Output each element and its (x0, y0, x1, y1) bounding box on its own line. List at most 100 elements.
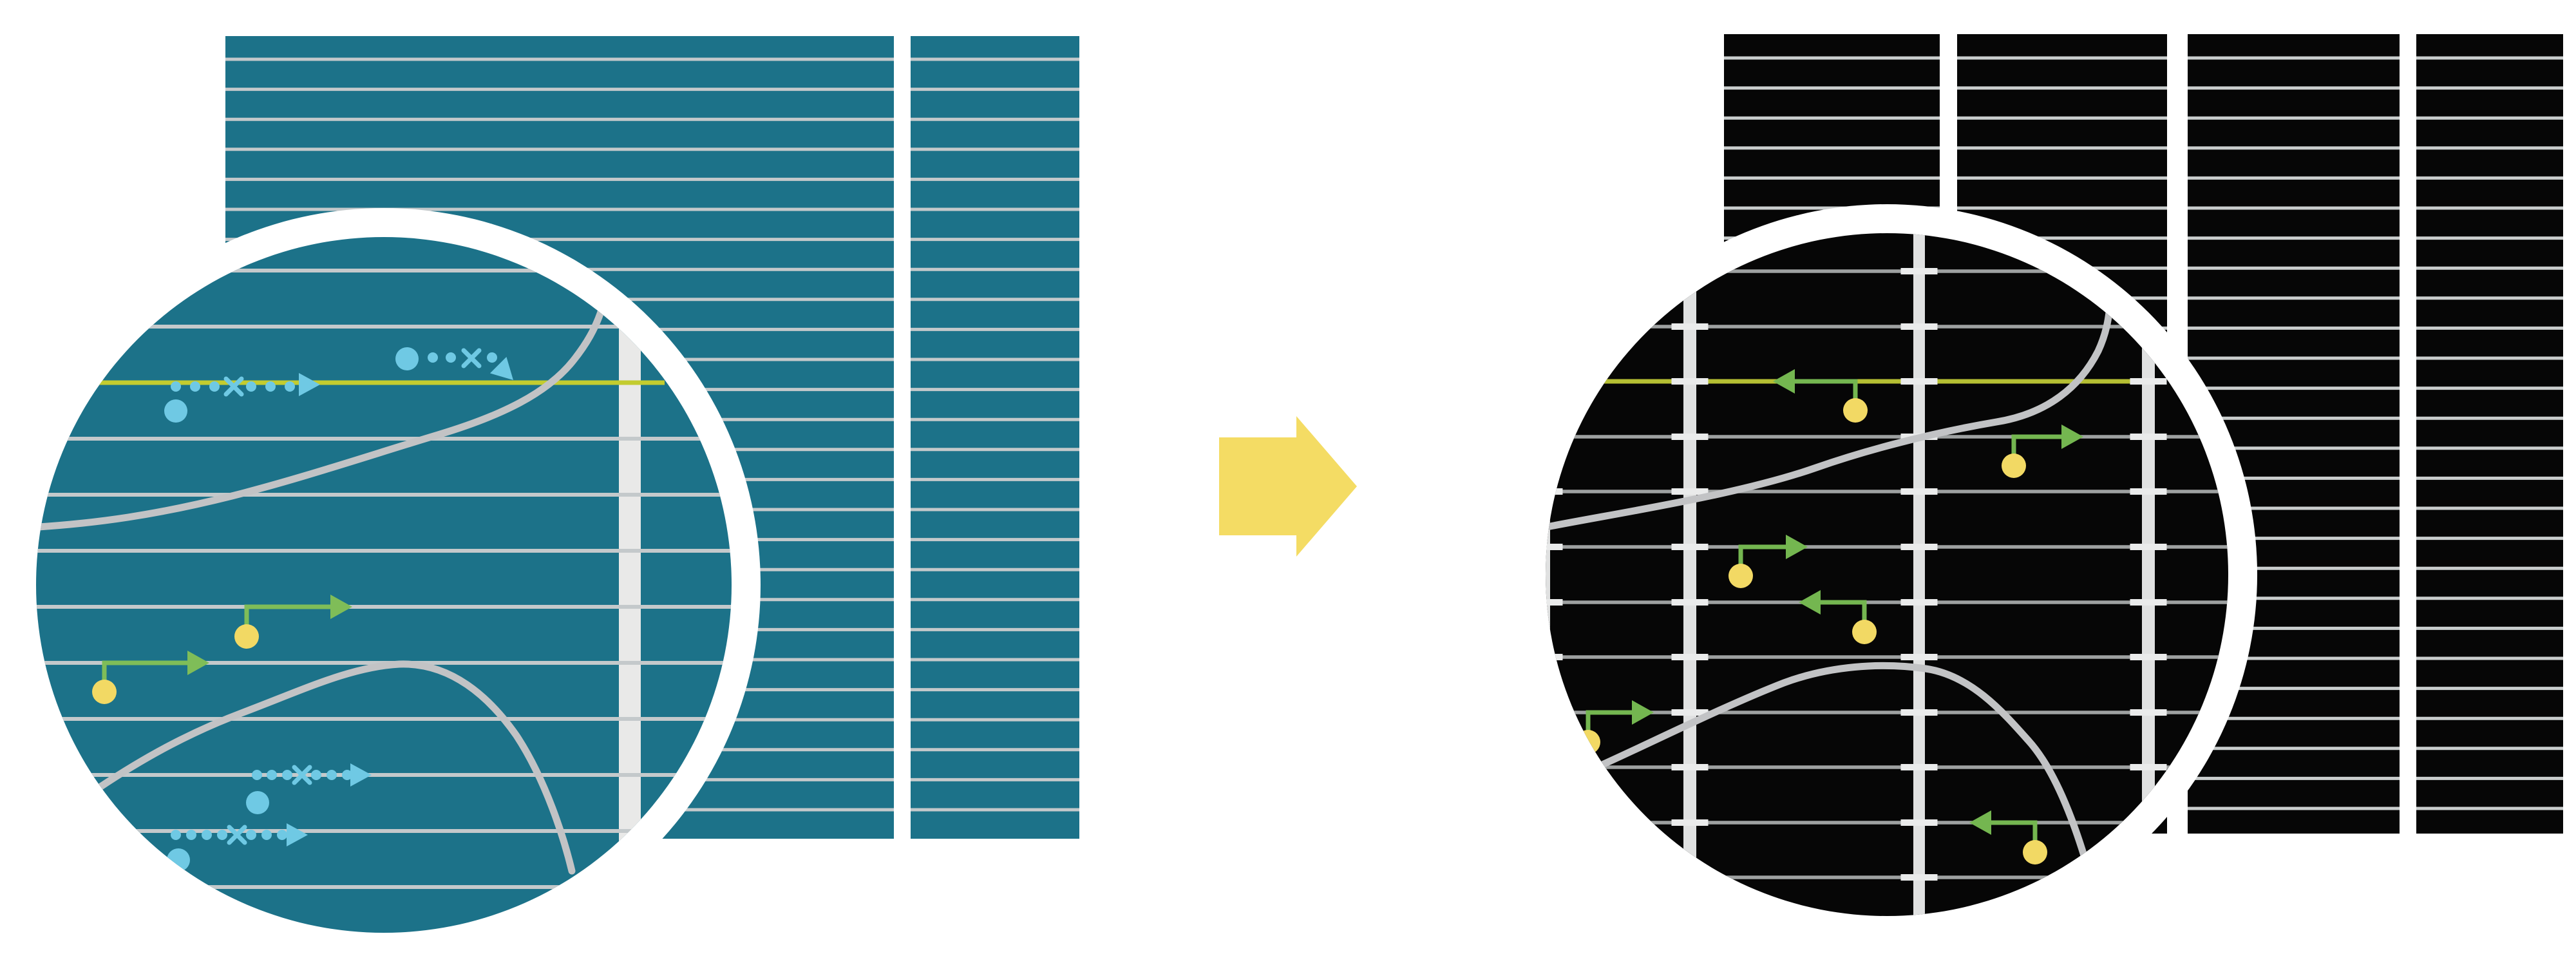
busbar-solder-pad (1671, 764, 1709, 770)
busbar-solder-pad (2130, 544, 2167, 550)
path-dot (267, 770, 277, 780)
busbar-solder-pad (1546, 764, 1563, 770)
busbar-solder-pad (1900, 544, 1938, 550)
busbar-solder-pad (2130, 378, 2167, 385)
recombination-x-icon (292, 765, 312, 785)
path-dot (487, 352, 497, 363)
recombination-x-icon (223, 376, 244, 397)
path-dot (246, 830, 256, 840)
busbar-solder-pad (1546, 599, 1563, 606)
busbar-solder-pad (1671, 819, 1709, 826)
busbar-solder-pad (1671, 709, 1709, 716)
busbar (1913, 233, 1925, 916)
busbar-solder-pad (1546, 323, 1563, 330)
hole-dot (234, 624, 259, 649)
busbar-solder-pad (1900, 268, 1938, 274)
electron-dot (164, 399, 187, 423)
path-dot (246, 381, 256, 392)
carrier-arrowhead-icon (1969, 810, 1991, 835)
carrier-extraction-path (234, 595, 352, 649)
path-dot (171, 381, 181, 392)
busbar (1546, 233, 1550, 916)
path-dot (171, 830, 181, 840)
inset-background (36, 237, 732, 933)
busbar-solder-pad (1546, 378, 1563, 385)
busbar-solder-pad (1546, 544, 1563, 550)
path-dot (446, 352, 456, 363)
busbar-solder-pad (1546, 819, 1563, 826)
busbar-solder-pad (2130, 709, 2167, 716)
busbar-solder-pad (2130, 599, 2167, 606)
path-dot (327, 770, 337, 780)
electron-arrowhead-icon (489, 356, 513, 380)
carrier-extraction-path (1969, 810, 2047, 864)
busbar-solder-pad (1900, 488, 1938, 495)
path-dot (261, 830, 272, 840)
path-dot (202, 830, 212, 840)
busbar-solder-pad (1900, 709, 1938, 716)
path-dot (285, 381, 295, 392)
busbar-solder-pad (2130, 764, 2167, 770)
path-dot (190, 381, 200, 392)
grain-boundary-line (1597, 662, 2092, 872)
grain-boundary-line (36, 304, 606, 531)
busbar-solder-pad (1671, 654, 1709, 660)
busbar-solder-pad (2130, 434, 2167, 440)
busbar-solder-pad (1671, 323, 1709, 330)
busbar-solder-pad (1900, 874, 1938, 881)
path-dot (265, 381, 276, 392)
carrier-arrowhead-icon (1632, 700, 1654, 725)
busbar (619, 237, 641, 933)
blocked-electron-path (167, 823, 308, 872)
busbar-solder-pad (1546, 268, 1563, 274)
busbar-solder-pad (1671, 544, 1709, 550)
electron-arrowhead-icon (350, 763, 372, 787)
path-dot (186, 830, 196, 840)
busbar-solder-pad (1671, 434, 1709, 440)
path-dot (428, 352, 438, 363)
busbar-solder-pad (2130, 488, 2167, 495)
busbar-solder-pad (1900, 764, 1938, 770)
electron-arrowhead-icon (299, 373, 320, 396)
recombination-x-icon (227, 825, 247, 845)
path-dot (252, 770, 262, 780)
busbar-solder-pad (1671, 488, 1709, 495)
busbar-solder-pad (1546, 874, 1563, 881)
left-magnifier-inset (7, 208, 761, 962)
right-magnifier-inset (1517, 204, 2257, 945)
cell-section (911, 36, 1079, 839)
electron-arrowhead-icon (287, 823, 308, 846)
busbar (1683, 233, 1696, 916)
carrier-extraction-path (92, 651, 209, 704)
hole-dot (2023, 840, 2047, 864)
busbar-solder-pad (1900, 819, 1938, 826)
busbar-solder-pad (1671, 378, 1709, 385)
path-dot (277, 830, 287, 840)
carrier-extraction-path (1773, 369, 1868, 423)
carrier-extraction-path (2002, 425, 2083, 478)
path-dot (209, 381, 220, 392)
carrier-arrowhead-icon (187, 651, 209, 675)
blocked-electron-path (164, 373, 320, 423)
transform-arrow-icon (1219, 416, 1357, 557)
path-dot (282, 770, 292, 780)
electron-dot (246, 791, 269, 814)
hole-dot (1843, 398, 1868, 423)
hole-dot (1728, 564, 1753, 588)
grain-boundary-line (1546, 286, 2115, 531)
path-dot (217, 830, 227, 840)
grain-boundary-line (96, 660, 576, 875)
busbar (2142, 233, 2155, 916)
busbar-solder-pad (1900, 323, 1938, 330)
busbar-solder-pad (2130, 654, 2167, 660)
hole-dot (1852, 620, 1877, 644)
carrier-arrowhead-icon (1773, 369, 1795, 394)
busbar-solder-pad (1900, 599, 1938, 606)
carrier-arrowhead-icon (330, 595, 352, 619)
hole-dot (2002, 454, 2026, 478)
recombination-x-icon (461, 348, 482, 368)
blocked-electron-path (395, 347, 513, 380)
inset-background (1546, 233, 2228, 916)
